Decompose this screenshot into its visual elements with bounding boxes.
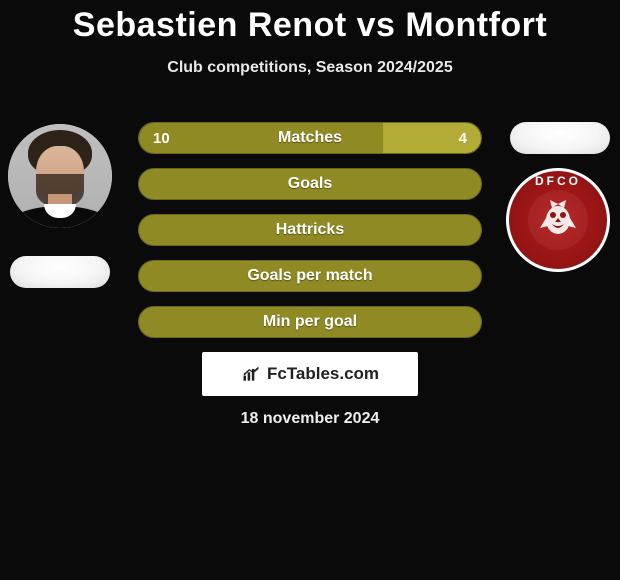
stat-bar: Min per goal (138, 306, 482, 338)
avatar-placeholder (8, 124, 112, 228)
bar-label: Matches (139, 123, 481, 153)
bar-label: Goals (139, 169, 481, 199)
stat-bar: Goals per match (138, 260, 482, 292)
page-title: Sebastien Renot vs Montfort (0, 6, 620, 45)
bar-label: Hattricks (139, 215, 481, 245)
stat-bar: 104Matches (138, 122, 482, 154)
date-label: 18 november 2024 (0, 410, 620, 428)
owl-icon (536, 198, 580, 242)
player-right-crest: DFCO (506, 168, 610, 272)
stat-bar: Hattricks (138, 214, 482, 246)
player-left-avatar (8, 124, 112, 228)
stat-bars: 104Matches Goals Hattricks Goals per match M… (138, 122, 482, 352)
player-left-flag (10, 256, 110, 288)
player-right-flag (510, 122, 610, 154)
comparison-card: Sebastien Renot vs Montfort Club competi… (0, 0, 620, 580)
attribution-text: FcTables.com (267, 364, 379, 384)
attribution-badge: FcTables.com (202, 352, 418, 396)
stat-bar: Goals (138, 168, 482, 200)
chart-icon (241, 364, 261, 384)
bar-label: Goals per match (139, 261, 481, 291)
bar-label: Min per goal (139, 307, 481, 337)
subtitle: Club competitions, Season 2024/2025 (0, 59, 620, 77)
crest-text: DFCO (535, 174, 581, 188)
